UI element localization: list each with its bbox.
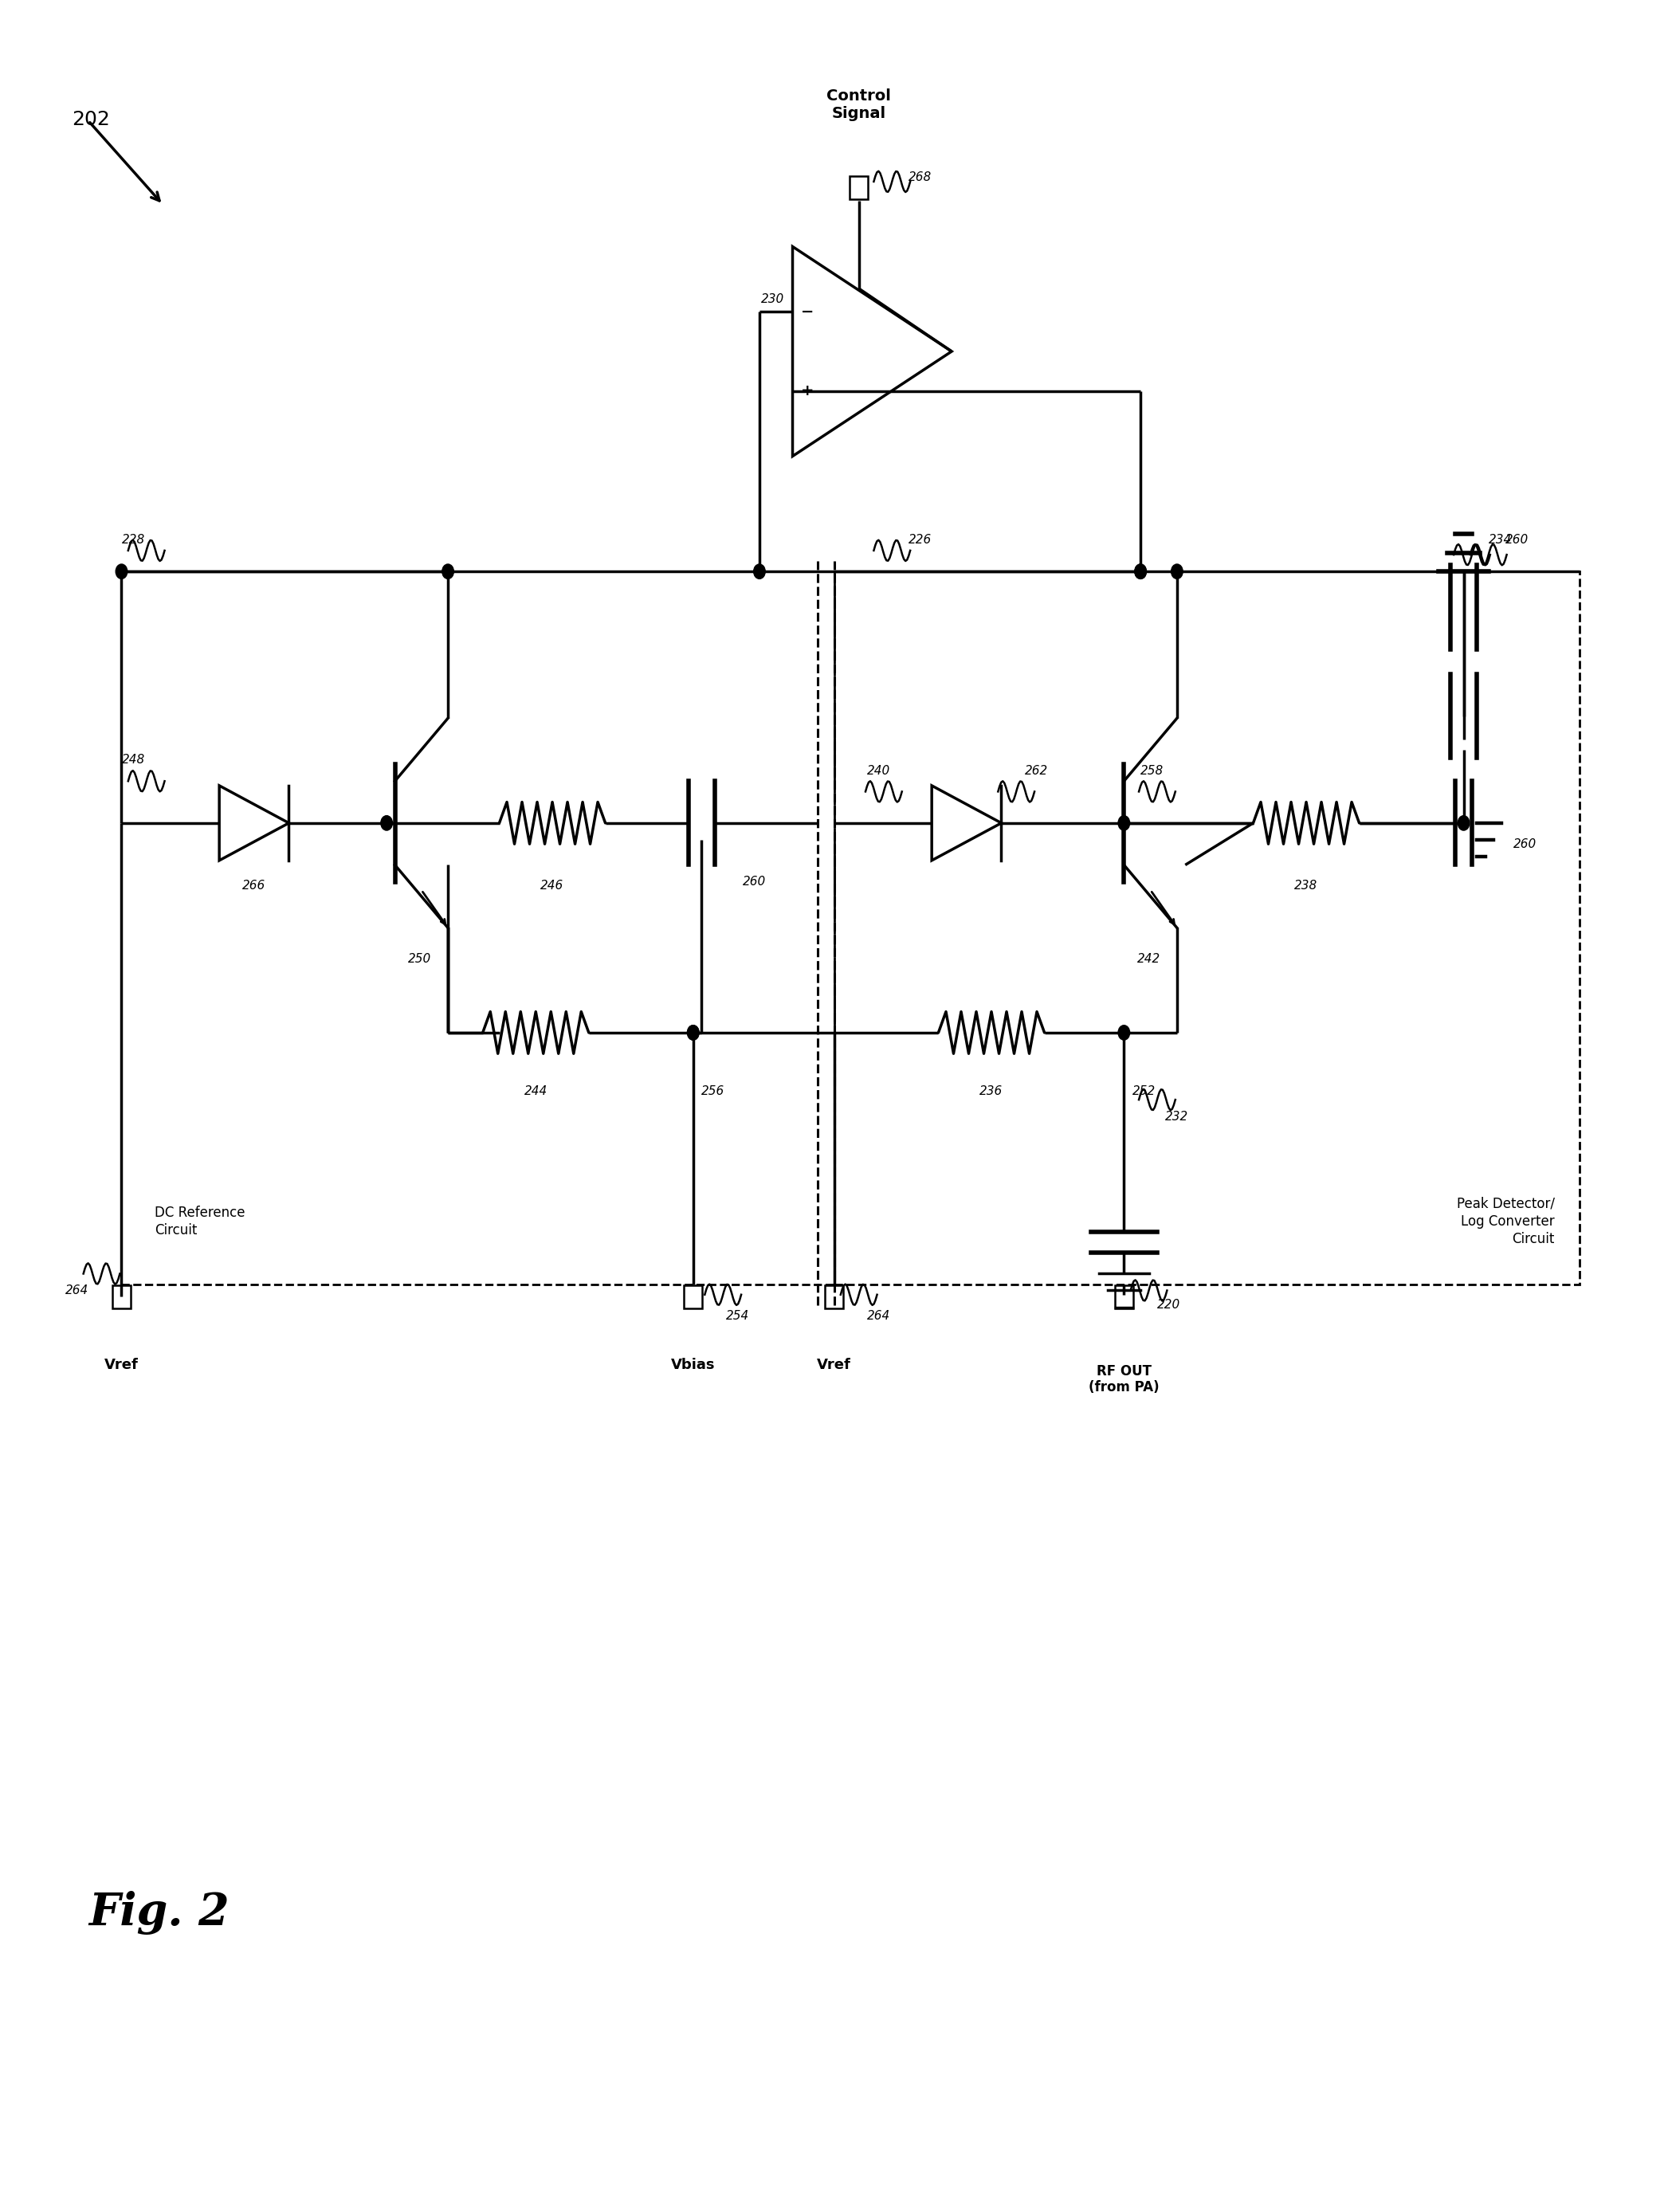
Text: DC Reference
Circuit: DC Reference Circuit xyxy=(155,1206,245,1237)
Circle shape xyxy=(1171,564,1183,580)
Text: RF OUT
(from PA): RF OUT (from PA) xyxy=(1089,1365,1159,1396)
Bar xyxy=(1114,1285,1133,1307)
Circle shape xyxy=(1134,564,1146,580)
Circle shape xyxy=(380,816,392,830)
Circle shape xyxy=(1118,1026,1129,1040)
Circle shape xyxy=(115,564,127,580)
Text: 246: 246 xyxy=(540,880,564,891)
Text: 266: 266 xyxy=(242,880,265,891)
Text: 260: 260 xyxy=(1505,533,1528,546)
Text: 234: 234 xyxy=(1488,533,1511,546)
Circle shape xyxy=(687,1026,699,1040)
Text: 256: 256 xyxy=(702,1086,726,1097)
Text: 236: 236 xyxy=(979,1086,1002,1097)
Text: 262: 262 xyxy=(1024,765,1048,776)
Bar xyxy=(826,1285,842,1307)
Bar xyxy=(684,1285,702,1307)
Text: Control
Signal: Control Signal xyxy=(827,88,891,122)
Bar xyxy=(849,177,867,199)
Text: Fig. 2: Fig. 2 xyxy=(88,1891,229,1936)
Bar xyxy=(122,571,834,1285)
Text: Peak Detector/
Log Converter
Circuit: Peak Detector/ Log Converter Circuit xyxy=(1456,1197,1555,1245)
Text: 238: 238 xyxy=(1294,880,1318,891)
Text: 230: 230 xyxy=(761,292,784,305)
Text: 264: 264 xyxy=(65,1285,88,1296)
Text: 242: 242 xyxy=(1138,953,1161,964)
Text: 244: 244 xyxy=(524,1086,547,1097)
Circle shape xyxy=(1458,816,1470,830)
Text: 252: 252 xyxy=(1133,1086,1156,1097)
Circle shape xyxy=(754,564,766,580)
Circle shape xyxy=(442,564,454,580)
Text: −: − xyxy=(801,303,814,319)
Text: 248: 248 xyxy=(122,754,145,765)
Text: 260: 260 xyxy=(742,876,766,887)
Circle shape xyxy=(1118,816,1129,830)
Text: +: + xyxy=(801,383,814,398)
Text: 258: 258 xyxy=(1141,765,1164,776)
Text: 220: 220 xyxy=(1158,1298,1181,1312)
Bar xyxy=(834,571,1580,1285)
Text: 202: 202 xyxy=(72,111,110,131)
Text: 228: 228 xyxy=(122,533,145,546)
Circle shape xyxy=(1134,564,1146,580)
Text: 264: 264 xyxy=(867,1310,891,1321)
Text: 254: 254 xyxy=(726,1310,749,1321)
Circle shape xyxy=(687,1026,699,1040)
Text: 268: 268 xyxy=(909,173,932,184)
Text: 250: 250 xyxy=(409,953,432,964)
Text: Vref: Vref xyxy=(105,1358,138,1371)
Bar xyxy=(112,1285,130,1307)
Text: 240: 240 xyxy=(867,765,891,776)
Text: Vbias: Vbias xyxy=(671,1358,716,1371)
Text: 232: 232 xyxy=(1166,1110,1189,1121)
Text: 260: 260 xyxy=(1513,838,1536,849)
Text: 226: 226 xyxy=(909,533,932,546)
Text: Vref: Vref xyxy=(817,1358,851,1371)
